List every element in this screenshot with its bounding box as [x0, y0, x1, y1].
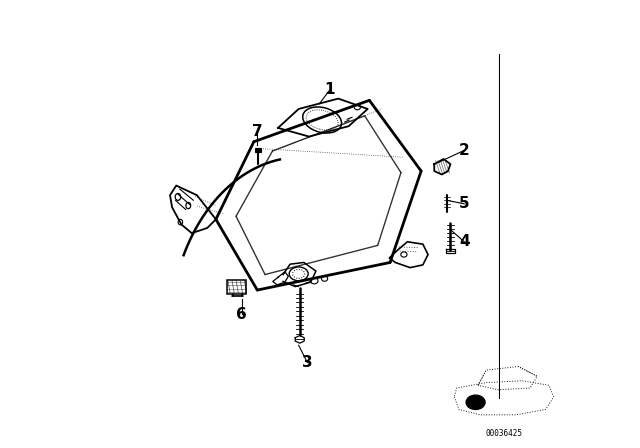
Text: 00036425: 00036425 [486, 429, 522, 438]
Text: 7: 7 [252, 124, 262, 139]
Bar [255, 148, 261, 152]
Text: 2: 2 [459, 143, 470, 158]
Text: 6: 6 [236, 307, 247, 322]
Text: 5: 5 [459, 196, 470, 211]
Text: 3: 3 [302, 355, 312, 370]
Circle shape [466, 395, 485, 409]
Text: 1: 1 [324, 82, 335, 98]
Text: 4: 4 [459, 234, 470, 249]
